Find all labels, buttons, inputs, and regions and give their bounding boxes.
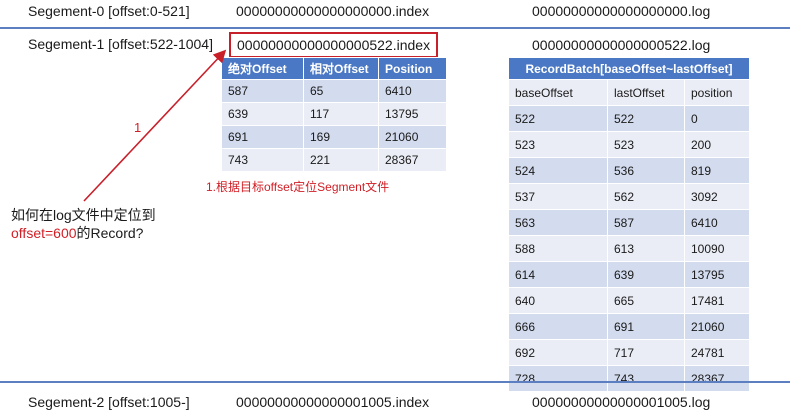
table-cell: 169 — [303, 125, 379, 149]
index-header-position: Position — [378, 57, 447, 80]
table-cell: 691 — [221, 125, 304, 149]
table-cell: 524 — [508, 157, 608, 184]
question-offset: offset=600 — [11, 225, 77, 241]
segment-0-index-file: 00000000000000000000.index — [236, 3, 430, 19]
table-cell: 639 — [607, 261, 685, 288]
table-cell: 691 — [607, 313, 685, 340]
table-cell: 6410 — [684, 209, 750, 236]
table-cell: 0 — [684, 105, 750, 132]
table-cell: 537 — [508, 183, 608, 210]
table-cell: 6410 — [378, 79, 447, 103]
table-cell: 13795 — [684, 261, 750, 288]
question-text: 如何在log文件中定位到 offset=600的Record? — [11, 206, 156, 242]
table-cell: 743 — [221, 148, 304, 172]
segment-1-index-file: 00000000000000000522.index — [237, 37, 431, 53]
divider-top — [0, 27, 790, 29]
table-row: 588 613 10090 — [508, 235, 750, 262]
table-cell: 666 — [508, 313, 608, 340]
table-cell: 819 — [684, 157, 750, 184]
segment-2-label: Segement-2 [offset:1005-] — [28, 394, 190, 410]
table-row: 640 665 17481 — [508, 287, 750, 314]
index-table-header-row: 绝对Offset 相对Offset Position — [221, 57, 447, 80]
table-row: 691 169 21060 — [221, 125, 447, 149]
table-cell: 728 — [508, 365, 608, 392]
table-cell: 21060 — [684, 313, 750, 340]
table-cell: 640 — [508, 287, 608, 314]
table-cell: 665 — [607, 287, 685, 314]
arrow-label: 1 — [134, 120, 142, 135]
question-line-2: offset=600的Record? — [11, 224, 156, 242]
table-cell: 523 — [508, 131, 608, 158]
table-cell: 587 — [221, 79, 304, 103]
table-row: 666 691 21060 — [508, 313, 750, 340]
question-suffix: 的Record? — [76, 225, 144, 241]
divider-bottom — [0, 381, 790, 383]
table-cell: 613 — [607, 235, 685, 262]
table-cell: 522 — [607, 105, 685, 132]
segment-1-log-file: 00000000000000000522.log — [532, 37, 711, 53]
table-cell: 587 — [607, 209, 685, 236]
table-row: 692 717 24781 — [508, 339, 750, 366]
table-row: 743 221 28367 — [221, 148, 447, 172]
table-cell: 117 — [303, 102, 379, 126]
segment-2-index-file: 00000000000000001005.index — [236, 394, 430, 410]
table-row: 537 562 3092 — [508, 183, 750, 210]
segment-0-log-file: 00000000000000000000.log — [532, 3, 711, 19]
segment-1-label: Segement-1 [offset:522-1004] — [28, 36, 213, 52]
table-cell: 562 — [607, 183, 685, 210]
table-cell: 563 — [508, 209, 608, 236]
table-cell: 3092 — [684, 183, 750, 210]
table-cell: 13795 — [378, 102, 447, 126]
segment-2-log-file: 00000000000000001005.log — [532, 394, 711, 410]
table-cell: 21060 — [378, 125, 447, 149]
table-row: 523 523 200 — [508, 131, 750, 158]
table-row: 563 587 6410 — [508, 209, 750, 236]
record-header-base: baseOffset — [508, 79, 608, 106]
index-header-relative: 相对Offset — [303, 57, 379, 80]
table-cell: 221 — [303, 148, 379, 172]
segment-0-label: Segement-0 [offset:0-521] — [28, 3, 190, 19]
table-row: 524 536 819 — [508, 157, 750, 184]
table-cell: 28367 — [378, 148, 447, 172]
index-table: 绝对Offset 相对Offset Position 587 65 6410 6… — [221, 57, 447, 172]
pointer-arrow — [83, 49, 227, 202]
table-cell: 536 — [607, 157, 685, 184]
question-line-1: 如何在log文件中定位到 — [11, 207, 156, 223]
table-cell: 588 — [508, 235, 608, 262]
table-cell: 24781 — [684, 339, 750, 366]
step-note: 1.根据目标offset定位Segment文件 — [206, 180, 390, 194]
table-row: 639 117 13795 — [221, 102, 447, 126]
table-cell: 17481 — [684, 287, 750, 314]
